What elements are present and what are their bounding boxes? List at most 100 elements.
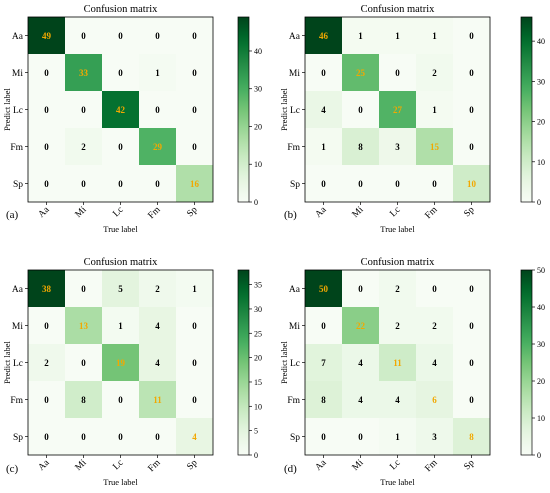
heatmap-cell <box>28 54 65 91</box>
heatmap-cell <box>176 418 213 455</box>
cell-value-label: 0 <box>81 358 86 368</box>
heatmap-cell <box>305 381 342 418</box>
y-axis-label: Predict label <box>2 88 12 131</box>
panel-label: (c) <box>6 463 19 475</box>
colorbar-tick-label: 35 <box>254 281 262 290</box>
heatmap-cell <box>453 91 490 128</box>
heatmap-cell <box>416 165 453 202</box>
cell-value-label: 0 <box>358 284 363 294</box>
heatmap-cell <box>379 418 416 455</box>
cell-value-label: 22 <box>356 321 366 331</box>
heatmap-cell <box>453 381 490 418</box>
cell-value-label: 19 <box>116 358 126 368</box>
x-tick-label: Aa <box>37 457 52 472</box>
cell-value-label: 1 <box>395 432 400 442</box>
cell-value-label: 0 <box>469 31 474 41</box>
x-tick-label: Lc <box>111 205 125 219</box>
cell-value-label: 0 <box>192 105 197 115</box>
cell-value-label: 29 <box>153 142 163 152</box>
colorbar-tick-label: 10 <box>537 158 545 167</box>
y-tick-label: Sp <box>290 433 300 443</box>
colorbar-tick-label: 0 <box>537 198 541 207</box>
cell-value-label: 49 <box>42 31 52 41</box>
colorbar-tick-label: 30 <box>254 305 262 314</box>
panel-label: (b) <box>284 209 297 221</box>
heatmap-cell <box>342 54 379 91</box>
heatmap-cell <box>28 270 65 307</box>
cell-value-label: 0 <box>321 68 326 78</box>
heatmap-cell <box>102 54 139 91</box>
x-tick-label: Mi <box>74 458 89 473</box>
cell-value-label: 0 <box>192 68 197 78</box>
cell-value-label: 4 <box>192 432 197 442</box>
y-axis-label: Predict label <box>279 88 289 131</box>
heatmap-cell <box>102 307 139 344</box>
x-tick-label: Lc <box>111 458 125 472</box>
cell-value-label: 42 <box>116 105 126 115</box>
heatmap-cell <box>453 128 490 165</box>
cell-value-label: 0 <box>192 321 197 331</box>
cell-value-label: 4 <box>358 395 363 405</box>
heatmap-cell <box>28 165 65 202</box>
cell-value-label: 5 <box>118 284 123 294</box>
heatmap-cell <box>176 307 213 344</box>
heatmap-cell <box>176 54 213 91</box>
cell-value-label: 4 <box>155 358 160 368</box>
cell-value-label: 0 <box>81 432 86 442</box>
heatmap-cell <box>379 17 416 54</box>
y-tick-label: Fm <box>287 143 300 153</box>
heatmap-cell <box>176 91 213 128</box>
y-tick-label: Lc <box>290 106 300 116</box>
cell-value-label: 0 <box>469 105 474 115</box>
heatmap-cell <box>416 381 453 418</box>
heatmap-cell <box>305 165 342 202</box>
heatmap-cell <box>305 91 342 128</box>
x-tick-label: Mi <box>74 205 89 220</box>
heatmap-cell <box>102 91 139 128</box>
cell-value-label: 2 <box>44 358 49 368</box>
colorbar-tick-label: 30 <box>254 85 262 94</box>
cell-value-label: 27 <box>393 105 403 115</box>
heatmap-cell <box>305 418 342 455</box>
heatmap-cell <box>65 307 102 344</box>
heatmap-cell <box>379 165 416 202</box>
cell-value-label: 3 <box>395 142 400 152</box>
heatmap-cell <box>139 128 176 165</box>
y-tick-label: Fm <box>287 396 300 406</box>
heatmap-cell <box>416 418 453 455</box>
cell-value-label: 0 <box>44 142 49 152</box>
cell-value-label: 0 <box>469 321 474 331</box>
cell-value-label: 1 <box>118 321 123 331</box>
heatmap-cell <box>65 344 102 381</box>
panel-label: (a) <box>6 209 19 221</box>
colorbar-tick-label: 20 <box>537 377 545 386</box>
heatmap-cell <box>342 418 379 455</box>
x-tick-label: Mi <box>351 458 366 473</box>
cell-value-label: 10 <box>467 179 477 189</box>
y-tick-label: Sp <box>290 180 300 190</box>
heatmap-cell <box>176 381 213 418</box>
cell-value-label: 4 <box>155 321 160 331</box>
heatmap-cell <box>342 91 379 128</box>
x-tick-label: Lc <box>388 205 402 219</box>
heatmap-cell <box>139 418 176 455</box>
y-axis-label: Predict label <box>2 341 12 384</box>
x-tick-label: Sp <box>185 458 199 472</box>
y-tick-label: Sp <box>13 433 23 443</box>
x-tick-label: Sp <box>462 205 476 219</box>
colorbar <box>520 269 533 456</box>
heatmap-cell <box>453 344 490 381</box>
heatmap-cell <box>342 165 379 202</box>
heatmap-cell <box>28 307 65 344</box>
cell-value-label: 4 <box>432 358 437 368</box>
heatmap-cell <box>28 17 65 54</box>
cell-value-label: 46 <box>319 31 329 41</box>
x-tick-label: Sp <box>185 205 199 219</box>
cell-value-label: 0 <box>155 179 160 189</box>
cell-value-label: 0 <box>192 142 197 152</box>
cell-value-label: 8 <box>81 395 86 405</box>
cell-value-label: 1 <box>321 142 326 152</box>
